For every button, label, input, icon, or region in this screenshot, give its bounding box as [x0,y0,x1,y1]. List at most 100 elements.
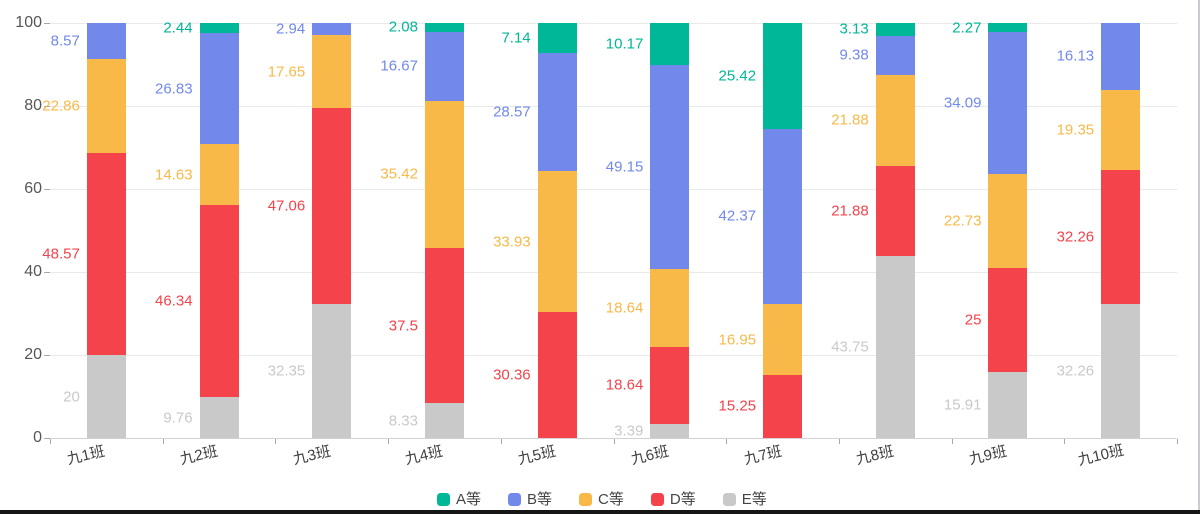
y-tick-mark [44,23,50,24]
x-tick-mark [1177,439,1178,444]
bar-segment-九9班-A等[interactable] [988,23,1028,33]
x-axis-category-九3班[interactable]: 九3班 [291,442,333,469]
bar-segment-九9班-C等[interactable] [988,173,1028,269]
bar-segment-九3班-D等[interactable] [312,108,352,304]
x-tick-mark [50,439,51,444]
window-right-edge [1198,0,1200,510]
bar-segment-九9班-E等[interactable] [988,371,1028,438]
legend-label-B等: B等 [527,491,553,508]
bar-segment-九6班-E等[interactable] [650,423,690,438]
value-label-九4班-C等: 35.42 [380,165,418,183]
value-label-九2班-C等: 14.63 [155,166,193,184]
bar-segment-九5班-C等[interactable] [537,171,577,312]
x-tick-mark [1064,439,1066,444]
bar-segment-九2班-E等[interactable] [199,397,239,438]
bar-segment-九9班-D等[interactable] [988,268,1028,372]
bar-segment-九2班-A等[interactable] [199,23,239,34]
legend-swatch-C等 [579,493,593,506]
x-axis-category-九10班[interactable]: 九10班 [1075,441,1126,470]
legend-item-A等[interactable]: A等 [437,492,481,507]
bar-segment-九6班-C等[interactable] [650,269,690,347]
bar-segment-九8班-D等[interactable] [875,165,915,257]
x-axis-category-九6班[interactable]: 九6班 [629,442,671,469]
bar-segment-九6班-A等[interactable] [650,23,690,66]
bar-segment-九7班-D等[interactable] [763,374,803,438]
bar-segment-九5班-D等[interactable] [537,312,577,438]
bar-segment-九3班-B等[interactable] [312,23,352,36]
bar-segment-九9班-B等[interactable] [988,32,1028,174]
bar-segment-九6班-D等[interactable] [650,346,690,424]
bar-segment-九10班-C等[interactable] [1101,89,1141,171]
x-axis-line [50,438,1177,439]
bar-segment-九1班-C等[interactable] [86,58,126,154]
x-axis-category-九2班[interactable]: 九2班 [178,442,220,469]
value-label-九4班-D等: 37.5 [388,317,418,335]
gridline-100 [50,23,1177,24]
value-label-九8班-E等: 43.75 [831,338,869,356]
bar-segment-九8班-C等[interactable] [875,74,915,166]
bar-segment-九4班-E等[interactable] [424,403,464,438]
x-axis-category-九1班[interactable]: 九1班 [65,442,107,469]
bar-segment-九7班-C等[interactable] [763,304,803,375]
bar-segment-九5班-A等[interactable] [537,23,577,53]
value-label-九6班-E等: 3.39 [614,422,644,440]
y-axis-tick-label: 0 [33,429,42,446]
x-axis-category-九9班[interactable]: 九9班 [967,442,1009,469]
bar-segment-九7班-A等[interactable] [763,23,803,129]
x-tick-mark [500,439,502,444]
x-axis-category-九7班[interactable]: 九7班 [741,442,784,469]
value-label-九10班-D等: 32.26 [1056,228,1095,246]
value-label-九5班-A等: 7.14 [501,29,531,47]
bar-segment-九1班-E等[interactable] [86,355,126,438]
bar-segment-九8班-E等[interactable] [875,256,915,438]
legend-item-E等[interactable]: E等 [722,491,767,508]
bar-segment-九10班-B等[interactable] [1101,23,1141,90]
bar-segment-九2班-D等[interactable] [199,205,239,398]
value-label-九7班-D等: 15.25 [718,397,757,415]
bar-segment-九4班-B等[interactable] [424,31,464,101]
value-label-九8班-A等: 3.13 [839,20,869,38]
legend-swatch-E等 [722,493,736,506]
value-label-九6班-C等: 18.64 [605,299,644,317]
bar-segment-九4班-A等[interactable] [424,23,464,32]
bar-segment-九4班-D等[interactable] [424,247,464,404]
legend-label-C等: C等 [598,491,624,508]
bar-segment-九8班-B等[interactable] [875,35,915,75]
bar-segment-九7班-B等[interactable] [763,128,803,305]
legend-label-D等: D等 [669,491,696,508]
x-axis-category-九8班[interactable]: 九8班 [854,442,896,469]
bar-segment-九10班-E等[interactable] [1101,304,1141,438]
value-label-九9班-E等: 15.91 [943,396,982,414]
bar-segment-九6班-B等[interactable] [650,65,690,270]
value-label-九7班-B等: 42.37 [718,207,757,225]
bar-segment-九5班-B等[interactable] [537,52,577,172]
bar-segment-九10班-D等[interactable] [1101,170,1141,305]
legend-item-D等[interactable]: D等 [650,491,696,508]
legend-item-C等[interactable]: C等 [579,492,624,507]
bar-segment-九1班-B等[interactable] [86,23,126,59]
x-axis-category-九4班[interactable]: 九4班 [403,442,445,469]
bar-segment-九3班-E等[interactable] [312,303,352,438]
legend: A等 B等 C等 D等 E等 [437,492,767,507]
x-tick-mark [162,439,164,444]
value-label-九5班-D等: 30.36 [493,366,531,384]
legend-item-B等[interactable]: B等 [508,492,552,507]
y-tick-mark [44,189,50,190]
y-tick-mark [44,438,50,439]
bar-segment-九2班-B等[interactable] [199,33,239,145]
bar-segment-九8班-A等[interactable] [875,22,915,36]
value-label-九4班-E等: 8.33 [388,412,418,430]
bar-segment-九4班-C等[interactable] [424,100,464,248]
bar-segment-九3班-C等[interactable] [312,35,352,109]
x-tick-mark [951,439,953,444]
legend-swatch-B等 [508,493,522,506]
x-tick-mark [726,439,728,444]
gridline-20 [50,355,1177,356]
value-label-九9班-B等: 34.09 [943,94,982,112]
x-axis-category-九5班[interactable]: 九5班 [516,442,558,469]
bar-segment-九1班-D等[interactable] [86,153,126,355]
value-label-九2班-E等: 9.76 [163,409,193,427]
bar-segment-九2班-C等[interactable] [199,144,239,206]
legend-label-E等: E等 [741,491,767,508]
gridline-60 [50,189,1177,190]
